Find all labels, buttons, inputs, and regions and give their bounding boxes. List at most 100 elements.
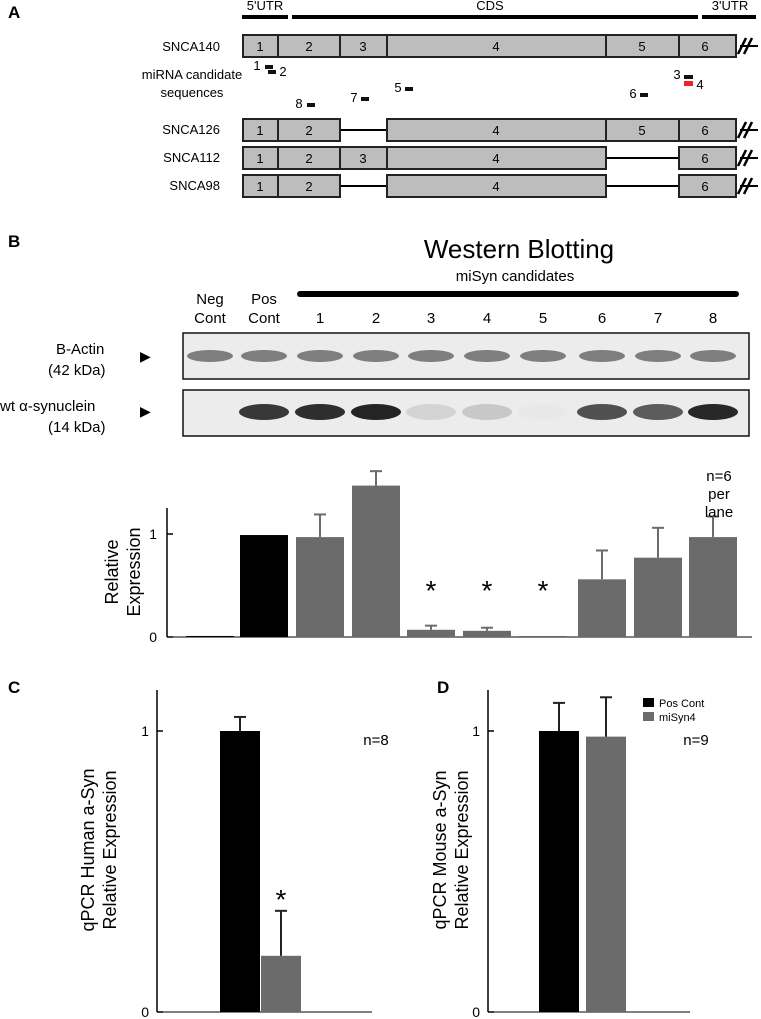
candidate-label-3: 3 [673,67,680,82]
transcript-snca140: SNCA140 1 2 3 4 5 6 [162,34,758,58]
legend-swatch-misyn4 [643,712,654,721]
actin-band [690,350,736,362]
c-bars: * [220,715,301,1012]
lane-number: 6 [598,310,606,327]
break-symbol [736,149,754,167]
panel-c: C 01 qPCR Human a-Syn Relative Expressio… [8,678,389,1019]
exon-label: 1 [256,39,263,54]
candidate-label-2: 2 [279,64,286,79]
break-symbol [736,121,754,139]
synuclein-band [633,404,683,420]
synuclein-band [239,404,289,420]
actin-band [187,350,233,362]
exon-label: 5 [638,123,645,138]
synuclein-band [351,404,401,420]
exon-label: 4 [492,151,499,166]
transcript-name: SNCA140 [162,39,220,54]
region-3utr-label: 3'UTR [712,0,748,13]
exon-box [678,34,737,58]
exon-box [678,146,737,170]
c-y-ticks: 01 [141,723,163,1019]
d-n-label: n=9 [683,732,708,749]
candidate-label-5: 5 [394,80,401,95]
candidate-marker-4 [684,81,693,86]
b-bar [240,535,288,637]
significance-star: * [276,884,287,915]
exon-box [277,118,341,142]
actin-band [297,350,343,362]
actin-arrow-icon: ▶ [140,348,151,364]
exon-label: 2 [305,123,312,138]
b-bar [407,629,455,637]
b-n-label-line3: lane [705,504,733,521]
qpcr-bar [261,955,301,1012]
synuclein-band [462,404,512,420]
qpcr-bar [586,736,626,1012]
tick-label: 0 [472,1004,480,1019]
synuclein-band [295,404,345,420]
exon-label: 4 [492,179,499,194]
actin-band [353,350,399,362]
c-ylabel-line2-text: Relative Expression [100,770,120,929]
exon-label: 4 [492,39,499,54]
b-ylabel-line2: Expression [124,527,144,616]
panel-d: D 01 qPCR Mouse a-Syn Relative Expressio… [430,678,709,1019]
b-ylabel-line1: Relative [102,539,122,604]
b-bar [578,579,626,637]
transcript-snca98: SNCA98 1 2 4 6 [169,174,758,198]
tick-label: 1 [472,723,480,739]
lane-number: 3 [427,310,435,327]
actin-band [464,350,510,362]
panel-d-letter: D [437,678,449,697]
candidate-marker-5 [405,87,413,91]
c-ylabel-line1-text: qPCR Human a-Syn [78,768,98,931]
candidate-marker-7 [361,97,369,101]
exon-label: 3 [359,39,366,54]
mirna-label-line1: miRNA candidate [142,67,242,82]
c-n-label: n=8 [363,732,388,749]
d-legend: Pos Cont miSyn4 [643,698,704,724]
b-n-label-line1: n=6 [706,468,731,485]
b-ylabel-line1-text: Relative [102,539,122,604]
qpcr-bar [539,731,579,1012]
lane-labels: Neg Cont Pos Cont 1 2 3 4 5 6 7 8 [194,291,717,327]
mirna-candidates: 1 2 3 4 5 6 7 8 [253,58,703,111]
lane-number: 2 [372,310,380,327]
exon-label: 2 [305,39,312,54]
candidate-marker-2 [268,70,276,74]
actin-kda: (42 kDa) [48,362,106,379]
exon-label: 1 [256,151,263,166]
panel-a: A 5'UTR CDS 3'UTR SNCA140 1 2 3 4 5 6 [8,0,758,198]
synuclein-label: wt α-synuclein [0,398,95,415]
lane-label-pos-bottom: Cont [248,310,281,327]
legend-swatch-pos-cont [643,698,654,707]
synuclein-arrow-icon: ▶ [140,403,151,419]
candidate-marker-8 [307,103,315,107]
lane-label-pos-top: Pos [251,291,277,308]
lane-number: 8 [709,310,717,327]
d-y-ticks: 01 [472,723,494,1019]
lane-label-neg-bottom: Cont [194,310,227,327]
exon-label: 6 [701,123,708,138]
d-ylabel-line2: Relative Expression [452,770,472,929]
blot-labels: B-Actin (42 kDa) wt α-synuclein (14 kDa)… [0,341,151,436]
b-bar [689,537,737,637]
blot-bands [187,350,738,420]
candidate-marker-6 [640,93,648,97]
break-symbol [736,37,754,55]
exon-box [678,174,737,198]
lane-number: 7 [654,310,662,327]
b-bar [186,635,234,637]
c-ylabel-line1: qPCR Human a-Syn [78,768,98,931]
d-ylabel-line2-text: Relative Expression [452,770,472,929]
lane-number: 1 [316,310,324,327]
exon-label: 5 [638,39,645,54]
region-5utr-label: 5'UTR [247,0,283,13]
exon-label: 6 [701,39,708,54]
d-bars [539,696,626,1012]
b-significance-star: * [538,575,549,606]
actin-band [408,350,454,362]
candidate-marker-1 [265,65,273,69]
b-tick-label: 0 [149,629,157,645]
exon-box [386,146,607,170]
